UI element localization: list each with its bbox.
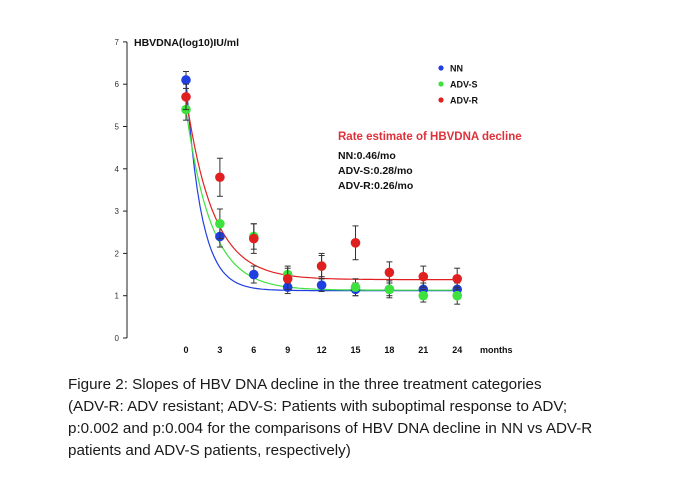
data-point	[418, 271, 429, 282]
annotation-line: ADV-R:0.26/mo	[338, 180, 413, 192]
rate-annotation: Rate estimate of HBVDNA decline NN:0.46/m…	[338, 131, 522, 192]
y-tick-label: 6	[115, 80, 120, 89]
data-point	[316, 261, 327, 271]
data-point	[452, 290, 463, 301]
y-axis-label: HBVDNA(log10)IU/ml	[134, 37, 239, 49]
x-axis-label: months	[480, 345, 513, 355]
data-point	[418, 290, 429, 301]
x-tick-label: 21	[418, 345, 428, 355]
legend-label: ADV-R	[450, 96, 479, 106]
x-tick-label: 9	[285, 345, 290, 355]
legend: NN ADV-S ADV-R	[438, 64, 479, 106]
x-tick-label: 18	[384, 345, 394, 355]
series-adv-r	[181, 83, 463, 290]
legend-marker	[438, 97, 444, 103]
x-tick-label: 0	[183, 345, 188, 355]
figure-caption: Figure 2: Slopes of HBV DNA decline in t…	[68, 374, 668, 462]
caption-line-2: (ADV-R: ADV resistant; ADV-S: Patients w…	[68, 398, 568, 415]
data-point	[249, 269, 259, 280]
y-tick-label: 3	[115, 207, 120, 216]
data-point	[282, 273, 293, 284]
annotation-line: NN:0.46/mo	[338, 150, 396, 162]
y-tick-label: 0	[115, 334, 120, 343]
caption-line-3: p:0.002 and p:0.004 for the comparisons …	[68, 420, 593, 437]
y-tick-label: 7	[115, 38, 120, 47]
data-point	[181, 92, 191, 102]
annotation-title: Rate estimate of HBVDNA decline	[338, 131, 522, 143]
data-point	[215, 218, 225, 229]
x-tick-label: 24	[452, 345, 462, 355]
y-tick-label: 1	[115, 292, 120, 301]
fit-curve-adv-r	[185, 96, 458, 281]
data-point	[350, 238, 361, 248]
x-tick-label: 3	[217, 345, 222, 355]
data-point	[384, 267, 395, 278]
x-tick-label: 12	[317, 345, 327, 355]
caption-line-1: Figure 2: Slopes of HBV DNA decline in t…	[68, 376, 542, 393]
data-point	[215, 172, 225, 183]
data-point	[181, 75, 191, 85]
data-point	[316, 280, 327, 290]
legend-marker	[438, 65, 444, 71]
annotation-line: ADV-S:0.28/mo	[338, 165, 413, 177]
x-tick-label: 15	[350, 345, 360, 355]
data-point	[384, 284, 395, 295]
caption-line-4: patients and ADV-S patients, respectivel…	[68, 442, 351, 459]
data-point	[452, 273, 463, 284]
y-tick-label: 4	[115, 165, 120, 174]
data-point	[249, 233, 259, 244]
x-tick-label: 6	[251, 345, 256, 355]
data-point	[350, 282, 361, 293]
legend-label: ADV-S	[450, 80, 478, 90]
legend-marker	[438, 81, 444, 87]
y-tick-label: 2	[115, 249, 120, 258]
y-tick-label: 5	[115, 123, 120, 132]
legend-label: NN	[450, 64, 463, 74]
